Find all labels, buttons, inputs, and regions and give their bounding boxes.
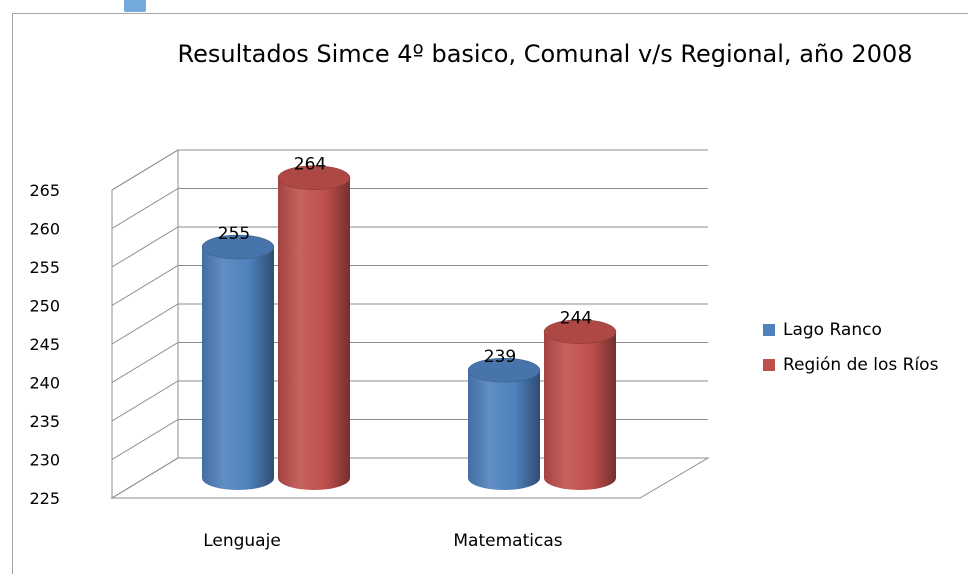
gridline-240: [111, 342, 708, 383]
bar-body: [278, 177, 350, 490]
y-tick-label: 260: [29, 220, 60, 239]
data-label-region-de-los-rios-matematicas: 244: [560, 309, 592, 329]
y-tick-label: 235: [29, 412, 60, 431]
legend-label-region-de-los-rios: Región de los Ríos: [783, 354, 939, 375]
bar-region-de-los-rios-lenguaje: [277, 165, 351, 490]
legend-swatch-lago-ranco: [763, 323, 775, 336]
y-tick-label: 230: [29, 451, 60, 470]
x-category-lenguaje: Lenguaje: [203, 531, 281, 551]
y-tick-label: 225: [29, 489, 60, 508]
y-tick-label: 250: [29, 297, 60, 316]
gridline-235: [111, 380, 708, 422]
bar-top: [467, 357, 541, 383]
legend-item-region-de-los-rios: Región de los Ríos: [763, 347, 938, 382]
gridline-245: [111, 303, 708, 345]
y-tick-label: 240: [29, 374, 60, 393]
gridline-230: [111, 419, 708, 460]
legend-label-lago-ranco: Lago Ranco: [783, 319, 882, 340]
chart-title: Resultados Simce 4º basico, Comunal v/s …: [177, 40, 913, 68]
x-axis-categories: Lenguaje Matematicas: [203, 531, 563, 551]
bar-region-de-los-rios-matematicas: [543, 319, 617, 490]
legend: Lago Ranco Región de los Ríos: [763, 312, 938, 382]
bar-body: [544, 331, 616, 490]
chart-walls: [110, 149, 710, 499]
gridline-250: [111, 265, 708, 306]
floor: [110, 457, 710, 499]
data-label-lago-ranco-lenguaje: 255: [218, 224, 250, 244]
gridlines: [111, 149, 708, 499]
y-tick-label: 265: [29, 181, 60, 200]
gridline-260: [111, 188, 708, 229]
corner-mark: [124, 0, 146, 12]
bar-top: [543, 319, 617, 344]
data-label-lago-ranco-matematicas: 239: [484, 347, 516, 367]
bar-top: [277, 165, 351, 190]
x-category-matematicas: Matematicas: [453, 531, 562, 551]
legend-item-lago-ranco: Lago Ranco: [763, 312, 938, 347]
bar-body: [468, 370, 540, 490]
y-tick-label: 245: [29, 335, 60, 354]
y-axis-ticks: 225 230 235 240 245 250 255 260 265: [29, 181, 60, 508]
gridline-255: [111, 226, 708, 268]
gridline-265: [111, 149, 708, 191]
bars: 255 264 239 244: [201, 155, 617, 490]
bar-top: [201, 234, 275, 260]
bar-lago-ranco-lenguaje: [201, 234, 275, 490]
y-tick-label: 255: [29, 258, 60, 277]
legend-swatch-region-de-los-rios: [763, 358, 775, 371]
data-label-region-de-los-rios-lenguaje: 264: [294, 155, 326, 175]
bar-body: [202, 247, 274, 490]
bar-lago-ranco-matematicas: [467, 357, 541, 490]
